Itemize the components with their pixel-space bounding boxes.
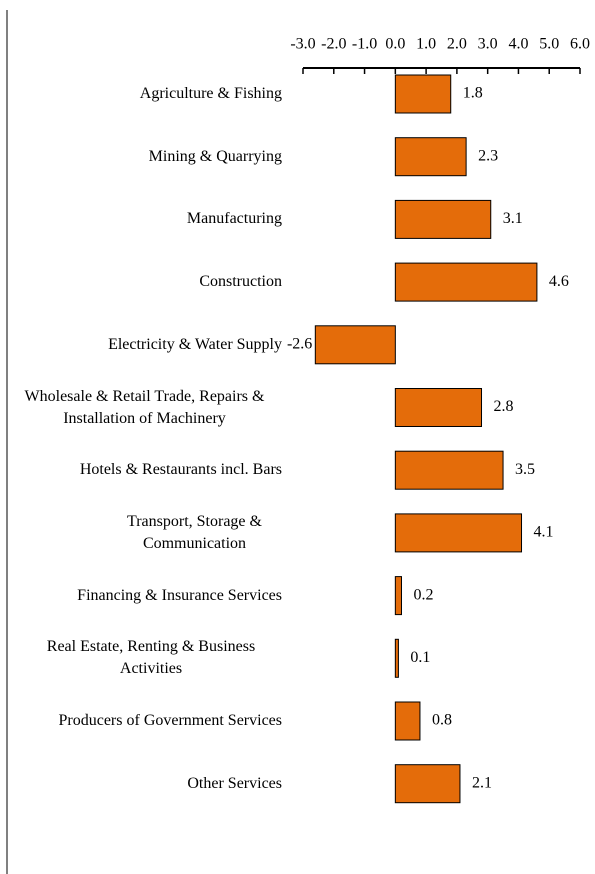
x-tick-label: -3.0: [290, 36, 315, 53]
bar: [394, 450, 504, 490]
category-label: Hotels & Restaurants incl. Bars: [79, 461, 282, 479]
x-tick-label: 2.0: [447, 36, 467, 53]
bar: [314, 325, 396, 365]
bar: [394, 388, 483, 427]
bar: [394, 137, 467, 177]
value-label: 2.8: [494, 398, 514, 415]
x-tick-label: 4.0: [508, 36, 528, 53]
value-label: 1.8: [463, 85, 483, 102]
value-label: 4.1: [534, 524, 554, 541]
value-label: 2.3: [478, 147, 498, 164]
bar: [394, 576, 402, 616]
x-tick-label: 1.0: [416, 36, 436, 53]
category-label: Wholesale & Retail Trade, Repairs & Inst…: [24, 387, 265, 427]
x-tick-label: 0.0: [385, 36, 405, 53]
category-label: Mining & Quarrying: [148, 147, 282, 165]
value-label: 0.2: [413, 586, 433, 603]
bar: [394, 701, 421, 741]
category-label: Producers of Government Services: [58, 712, 283, 729]
x-tick-label: -1.0: [352, 36, 377, 53]
category-label: Transport, Storage & Communication: [127, 512, 262, 552]
x-tick-label: 6.0: [570, 36, 590, 53]
bar: [394, 764, 461, 804]
bar: [394, 513, 523, 553]
value-label: -2.6: [287, 335, 312, 352]
value-label: 0.1: [410, 649, 430, 666]
value-label: 2.1: [472, 774, 492, 791]
x-tick-label: -2.0: [321, 36, 346, 53]
value-label: 3.1: [503, 210, 523, 227]
value-label: 4.6: [549, 273, 569, 290]
x-tick-label: 3.0: [478, 36, 498, 53]
category-label: Electricity & Water Supply: [108, 335, 282, 353]
bar: [394, 638, 399, 678]
value-label: 3.5: [515, 461, 535, 478]
bar: [394, 74, 452, 114]
category-label: Financing & Insurance Services: [77, 586, 282, 604]
bar: [394, 199, 492, 239]
bar: [394, 262, 538, 302]
category-label: Real Estate, Renting & Business Activiti…: [46, 638, 256, 678]
value-label: 0.8: [432, 712, 452, 729]
category-label: Other Services: [187, 774, 282, 792]
category-label: Agriculture & Fishing: [139, 85, 282, 102]
x-tick-label: 5.0: [539, 36, 559, 53]
category-label: Construction: [199, 273, 282, 291]
category-label: Manufacturing: [186, 210, 282, 228]
